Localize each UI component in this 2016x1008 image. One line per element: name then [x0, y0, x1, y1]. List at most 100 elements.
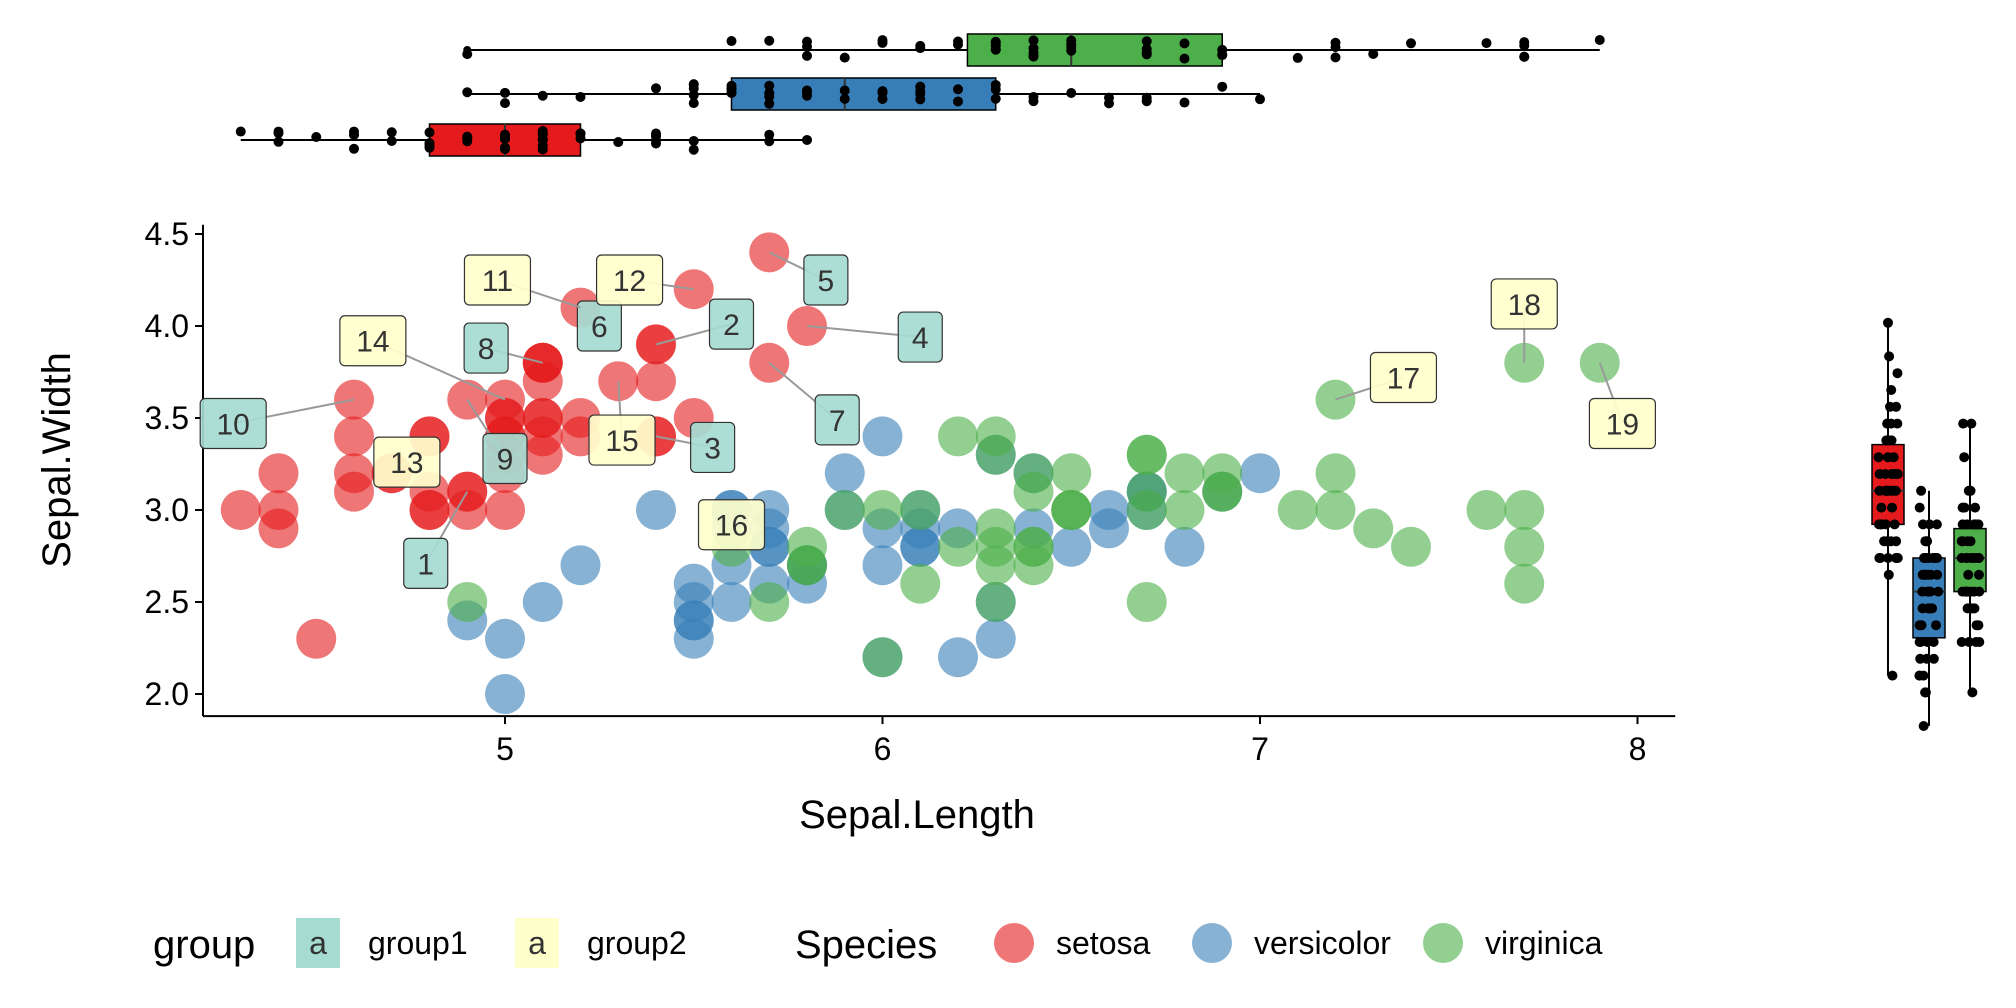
jitter-dot-setosa — [1875, 553, 1886, 563]
jitter-dot-versicolor — [575, 91, 586, 102]
jitter-dot-setosa — [273, 136, 284, 147]
label-box-group2 — [373, 436, 441, 488]
jitter-dot-setosa — [1887, 670, 1898, 681]
jitter-dot-versicolor — [1914, 670, 1925, 681]
legend-label-group2: group2 — [587, 925, 687, 961]
point-virginica — [900, 490, 941, 530]
point-versicolor — [673, 563, 714, 604]
point-virginica — [1126, 582, 1167, 622]
jitter-dot-versicolor — [1141, 92, 1152, 103]
jitter-dot-versicolor — [1028, 96, 1039, 107]
x-tick-label: 7 — [1251, 731, 1269, 767]
legend-group-title: group — [153, 923, 255, 967]
jitter-dot-versicolor — [1104, 98, 1114, 109]
jitter-dot-setosa — [1876, 502, 1887, 513]
point-virginica — [975, 582, 1016, 622]
jitter-dot-versicolor — [990, 84, 1001, 95]
legend-label-virginica: virginica — [1485, 925, 1603, 961]
label-box-group1 — [803, 254, 849, 306]
jitter-dot-versicolor — [1924, 519, 1935, 530]
jitter-dot-versicolor — [1933, 586, 1944, 597]
jitter-dot-virginica — [1406, 38, 1416, 49]
jitter-dot-versicolor — [500, 87, 510, 98]
label-box-group1 — [463, 322, 509, 374]
jitter-dot-versicolor — [1920, 687, 1931, 698]
jitter-dot-versicolor — [764, 98, 775, 109]
jitter-dot-virginica — [1956, 637, 1967, 647]
y-tick-label: 3.0 — [145, 492, 189, 528]
jitter-dot-setosa — [500, 143, 510, 154]
jitter-dot-setosa — [311, 132, 322, 143]
point-label: 13 — [390, 447, 423, 480]
point-virginica — [824, 490, 865, 530]
jitter-dot-virginica — [1956, 553, 1967, 563]
jitter-dot-versicolor — [500, 98, 510, 109]
jitter-dot-setosa — [1876, 519, 1887, 530]
jitter-dot-setosa — [651, 138, 661, 149]
jitter-dot-virginica — [1179, 53, 1190, 64]
jitter-dot-setosa — [424, 142, 435, 153]
label-box-group1 — [897, 311, 943, 363]
point-versicolor — [938, 637, 978, 678]
jitter-dot-setosa — [613, 137, 624, 148]
point-virginica — [1013, 526, 1054, 567]
jitter-dot-setosa — [1886, 385, 1897, 395]
jitter-dot-versicolor — [915, 86, 926, 97]
jitter-dot-setosa — [1873, 452, 1884, 463]
point-virginica — [1277, 490, 1318, 530]
jitter-dot-versicolor — [1931, 620, 1942, 631]
point-virginica — [1353, 508, 1394, 549]
point-label: 8 — [478, 333, 495, 366]
legend-key-setosa — [994, 923, 1034, 963]
legend-key-group2 — [515, 918, 559, 968]
jitter-dot-versicolor — [537, 90, 548, 101]
jitter-dot-versicolor — [651, 83, 661, 94]
point-virginica — [1126, 434, 1167, 475]
jitter-dot-versicolor — [1931, 519, 1942, 530]
jitter-dot-virginica — [1330, 52, 1341, 63]
point-versicolor — [1089, 490, 1129, 530]
point-label: 5 — [818, 265, 835, 298]
jitter-dot-virginica — [1217, 49, 1228, 60]
point-label: 2 — [723, 309, 740, 342]
jitter-dot-versicolor — [877, 93, 888, 104]
jitter-dot-setosa — [1886, 435, 1897, 446]
x-tick-label: 8 — [1629, 731, 1647, 767]
point-setosa — [334, 416, 374, 457]
label-box-group2 — [697, 499, 766, 551]
jitter-dot-virginica — [1519, 51, 1530, 62]
label-box-group2 — [595, 254, 664, 306]
marginal-boxplots-top — [235, 33, 1605, 157]
jitter-dot-versicolor — [1916, 485, 1927, 496]
point-setosa — [485, 490, 525, 530]
point-label: 11 — [482, 265, 513, 298]
legend-key-text: a — [309, 925, 327, 961]
jitter-dot-setosa — [1874, 485, 1885, 496]
jitter-dot-versicolor — [726, 80, 737, 91]
jitter-dot-versicolor — [1928, 637, 1939, 647]
point-label: 14 — [356, 326, 389, 359]
jitter-dot-virginica — [1066, 42, 1077, 53]
jitter-dot-setosa — [500, 133, 510, 144]
marginal-boxplots-right — [1871, 317, 1987, 731]
point-label: 10 — [217, 409, 250, 442]
jitter-dot-versicolor — [802, 90, 812, 101]
legend-key-text: a — [528, 925, 546, 961]
legend-label-versicolor: versicolor — [1254, 925, 1391, 961]
jitter-dot-virginica — [990, 40, 1001, 51]
jitter-dot-virginica — [1028, 35, 1039, 46]
point-virginica — [862, 637, 903, 678]
jitter-dot-versicolor — [839, 85, 850, 96]
point-virginica — [900, 563, 941, 604]
label-box-group2 — [1588, 397, 1657, 450]
point-label: 7 — [829, 405, 846, 438]
label-box-group1 — [814, 394, 860, 446]
jitter-dot-setosa — [575, 128, 586, 139]
legend-label-group1: group1 — [368, 925, 468, 961]
y-axis-title: Sepal.Width — [35, 352, 79, 568]
y-tick-label: 2.5 — [145, 584, 189, 620]
jitter-dot-virginica — [953, 36, 963, 47]
jitter-dot-setosa — [764, 136, 775, 147]
jitter-dot-virginica — [802, 50, 812, 61]
